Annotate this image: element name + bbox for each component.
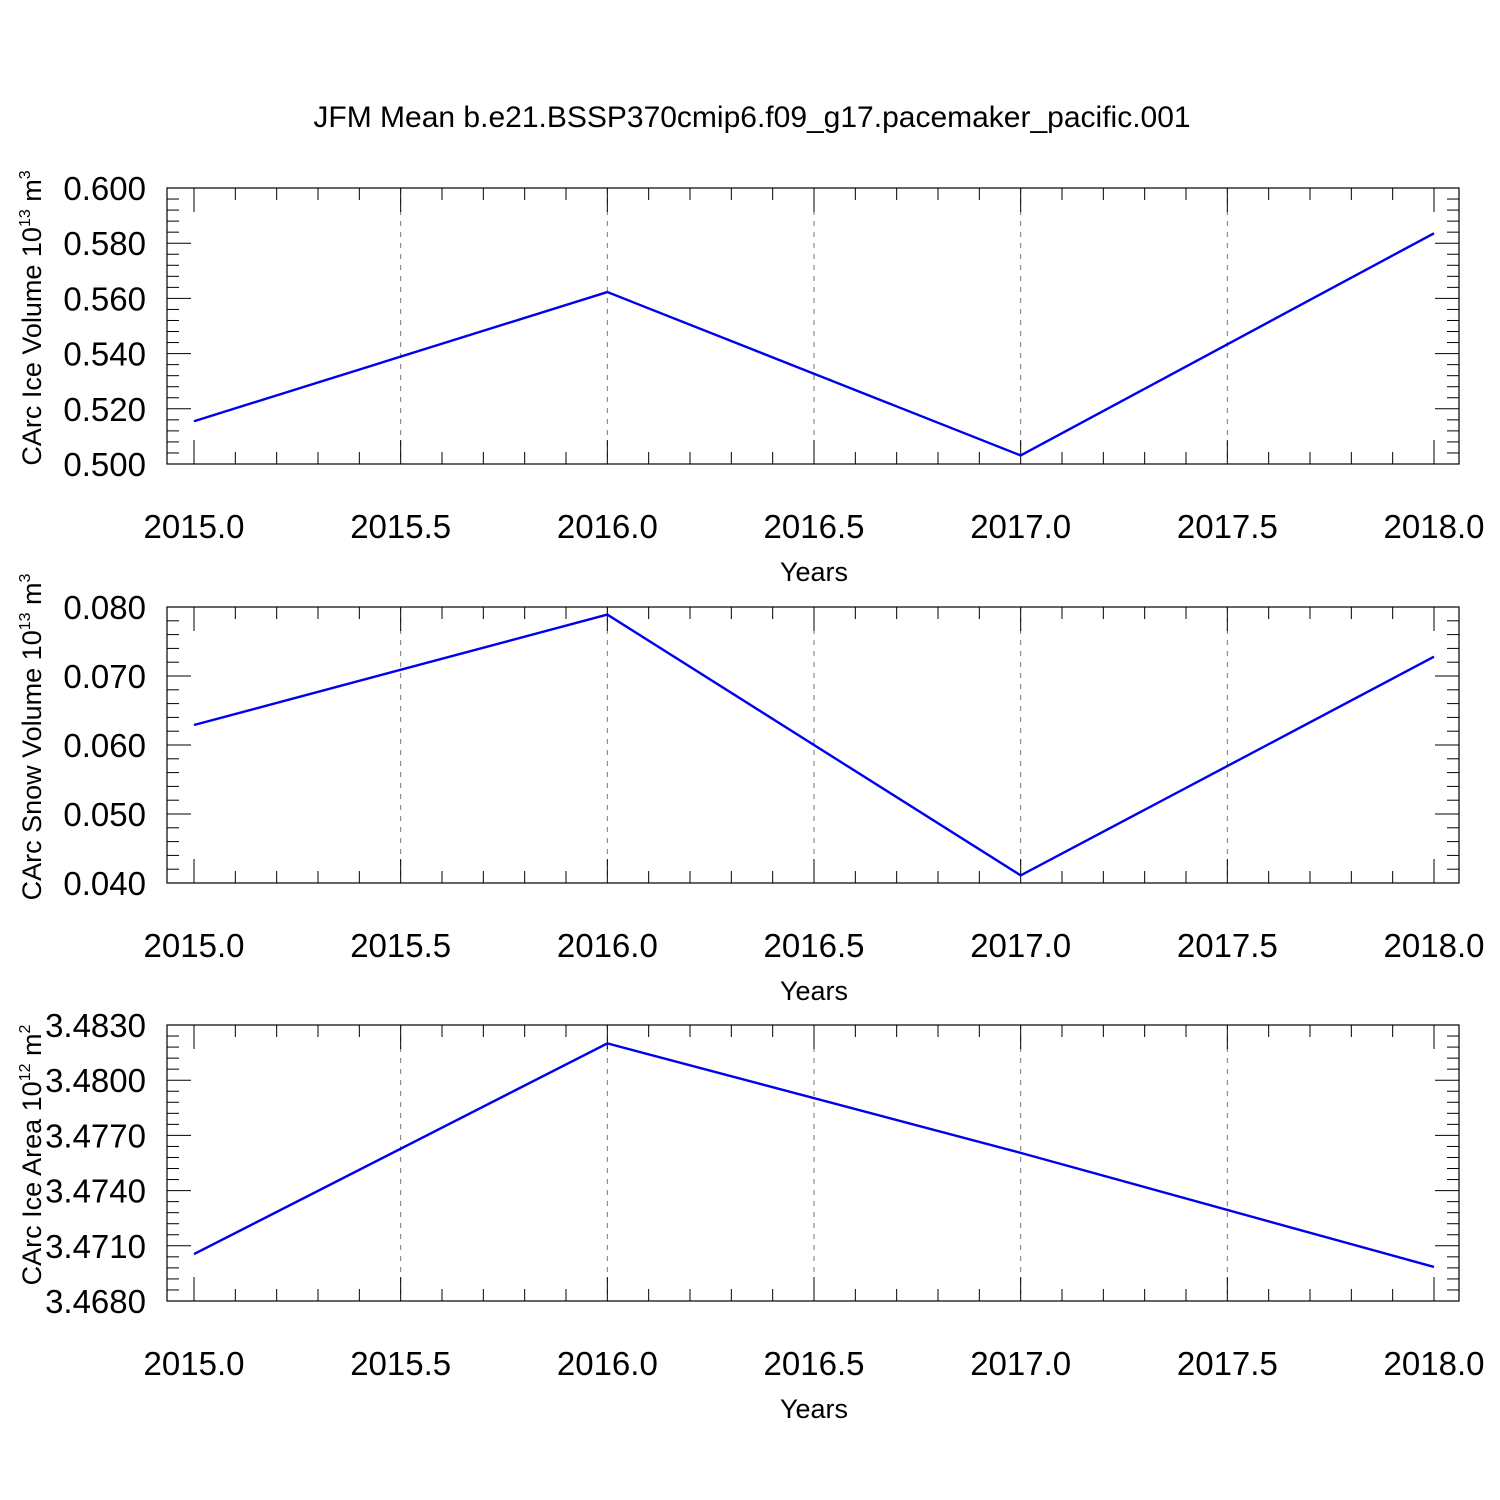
x-tick-label: 2018.0 bbox=[1384, 927, 1485, 964]
y-axis-label-text: CArc Ice Volume 10 bbox=[17, 227, 47, 466]
x-tick-label: 2016.5 bbox=[764, 1345, 865, 1382]
y-axis-label-exponent: 13 bbox=[17, 209, 34, 227]
x-axis-label: Years bbox=[780, 557, 848, 587]
x-tick-label: 2016.0 bbox=[557, 1345, 658, 1382]
plot-frame bbox=[166, 1024, 1460, 1302]
panel-1: 2015.0 2015.5 2016.0 2016.5 2017.0 2017.5 2018… bbox=[17, 170, 1484, 587]
x-tick-label: 2016.5 bbox=[764, 927, 865, 964]
x-tick-label: 2015.5 bbox=[350, 1345, 451, 1382]
y-axis-label: CArc Ice Area 1012 m2 bbox=[17, 1025, 47, 1286]
y-tick-label: 3.4830 bbox=[45, 1007, 146, 1044]
y-tick-label: 0.560 bbox=[63, 280, 146, 317]
y-axis-label: CArc Ice Volume 1013 m3 bbox=[17, 170, 47, 465]
panel-3: 2015.0 2015.5 2016.0 2016.5 2017.0 2017.5 2018… bbox=[17, 1007, 1484, 1424]
panel-2: 2015.0 2015.5 2016.0 2016.5 2017.0 2017.5 2018… bbox=[17, 573, 1484, 1006]
y-tick-label: 0.080 bbox=[63, 589, 146, 626]
y-tick-label: 0.070 bbox=[63, 658, 146, 695]
y-tick-label: 3.4800 bbox=[45, 1062, 146, 1099]
x-tick-label: 2015.0 bbox=[144, 927, 245, 964]
panels: 2015.0 2015.5 2016.0 2016.5 2017.0 2017.5 2018… bbox=[17, 170, 1484, 1424]
y-axis-label-unit: m bbox=[17, 179, 47, 209]
y-axis-label-unit-exponent: 3 bbox=[17, 573, 34, 582]
y-axis-label-unit: m bbox=[17, 1034, 47, 1064]
x-tick-label: 2017.5 bbox=[1177, 927, 1278, 964]
y-axis-label-unit-exponent: 3 bbox=[17, 170, 34, 179]
y-axis-label: CArc Snow Volume 1013 m3 bbox=[17, 573, 47, 900]
y-tick-label: 0.580 bbox=[63, 225, 146, 262]
y-tick-label: 3.4680 bbox=[45, 1283, 146, 1320]
x-axis-label: Years bbox=[780, 1394, 848, 1424]
series-line bbox=[193, 1042, 1435, 1269]
y-axis-label-unit: m bbox=[17, 582, 47, 612]
y-axis-label-text: CArc Snow Volume 10 bbox=[17, 630, 47, 900]
y-tick-label: 0.540 bbox=[63, 336, 146, 373]
x-tick-label: 2016.5 bbox=[764, 508, 865, 545]
x-tick-label: 2015.5 bbox=[350, 927, 451, 964]
x-tick-label: 2017.5 bbox=[1177, 1345, 1278, 1382]
y-axis-label-text: CArc Ice Area 10 bbox=[17, 1081, 47, 1285]
x-tick-label: 2018.0 bbox=[1384, 508, 1485, 545]
y-axis-label-exponent: 12 bbox=[17, 1063, 34, 1081]
y-tick-label: 3.4770 bbox=[45, 1117, 146, 1154]
y-tick-label: 3.4710 bbox=[45, 1228, 146, 1265]
x-tick-label: 2015.5 bbox=[350, 508, 451, 545]
series-line bbox=[193, 232, 1435, 457]
y-tick-label: 0.500 bbox=[63, 446, 146, 483]
x-axis-label: Years bbox=[780, 976, 848, 1006]
y-tick-label: 3.4740 bbox=[45, 1173, 146, 1210]
y-tick-label: 0.600 bbox=[63, 170, 146, 207]
x-tick-label: 2017.5 bbox=[1177, 508, 1278, 545]
y-axis-label-unit-exponent: 2 bbox=[17, 1025, 34, 1034]
x-tick-label: 2015.0 bbox=[144, 508, 245, 545]
x-tick-label: 2016.0 bbox=[557, 927, 658, 964]
x-tick-label: 2017.0 bbox=[970, 1345, 1071, 1382]
x-tick-label: 2017.0 bbox=[970, 927, 1071, 964]
x-tick-label: 2016.0 bbox=[557, 508, 658, 545]
figure-title: JFM Mean b.e21.BSSP370cmip6.f09_g17.pace… bbox=[313, 101, 1190, 134]
y-tick-label: 0.060 bbox=[63, 727, 146, 764]
y-axis-label-exponent: 13 bbox=[17, 612, 34, 630]
y-tick-label: 0.520 bbox=[63, 391, 146, 428]
plot-frame bbox=[166, 187, 1460, 465]
series-line bbox=[193, 613, 1435, 877]
x-tick-label: 2017.0 bbox=[970, 508, 1071, 545]
y-tick-label: 0.040 bbox=[63, 865, 146, 902]
y-tick-label: 0.050 bbox=[63, 796, 146, 833]
x-tick-label: 2018.0 bbox=[1384, 1345, 1485, 1382]
x-tick-label: 2015.0 bbox=[144, 1345, 245, 1382]
